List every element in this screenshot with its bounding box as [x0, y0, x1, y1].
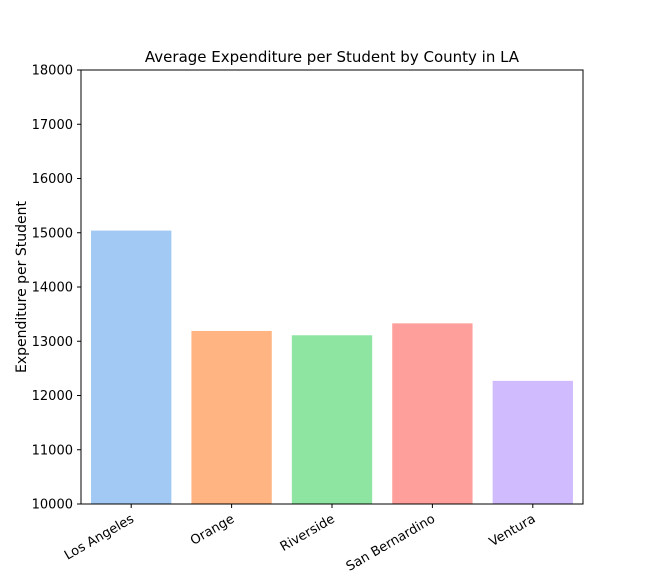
- y-tick-label: 12000: [32, 389, 73, 404]
- y-tick-label: 18000: [32, 64, 73, 79]
- bars: [91, 230, 573, 504]
- bar-los-angeles: [91, 230, 172, 504]
- x-tick-label: Orange: [188, 512, 237, 549]
- y-tick-label: 17000: [32, 118, 73, 133]
- x-axis-ticks: Los Angeles Orange Riverside San Bernardino…: [62, 504, 538, 575]
- y-tick-label: 10000: [32, 498, 73, 513]
- bar-ventura: [492, 380, 573, 504]
- y-tick-label: 14000: [32, 281, 73, 296]
- chart-title: Average Expenditure per Student by Count…: [145, 48, 520, 66]
- plot-frame: [80, 69, 584, 505]
- bar-san-bernardino: [392, 323, 473, 504]
- x-tick-label: Riverside: [278, 512, 338, 555]
- y-axis-ticks: 10000 11000 12000 13000 14000 15000 16000 17000…: [32, 64, 81, 513]
- x-tick-label: Ventura: [487, 512, 538, 550]
- x-tick-label: San Bernardino: [344, 512, 438, 575]
- x-tick-label: Los Angeles: [62, 512, 137, 564]
- bar-riverside: [291, 335, 373, 504]
- y-axis-label: Expenditure per Student: [14, 201, 30, 373]
- y-tick-label: 13000: [32, 335, 73, 350]
- bar-orange: [191, 330, 272, 504]
- y-tick-label: 16000: [32, 172, 73, 187]
- y-tick-label: 15000: [32, 226, 73, 241]
- y-tick-label: 11000: [32, 443, 73, 458]
